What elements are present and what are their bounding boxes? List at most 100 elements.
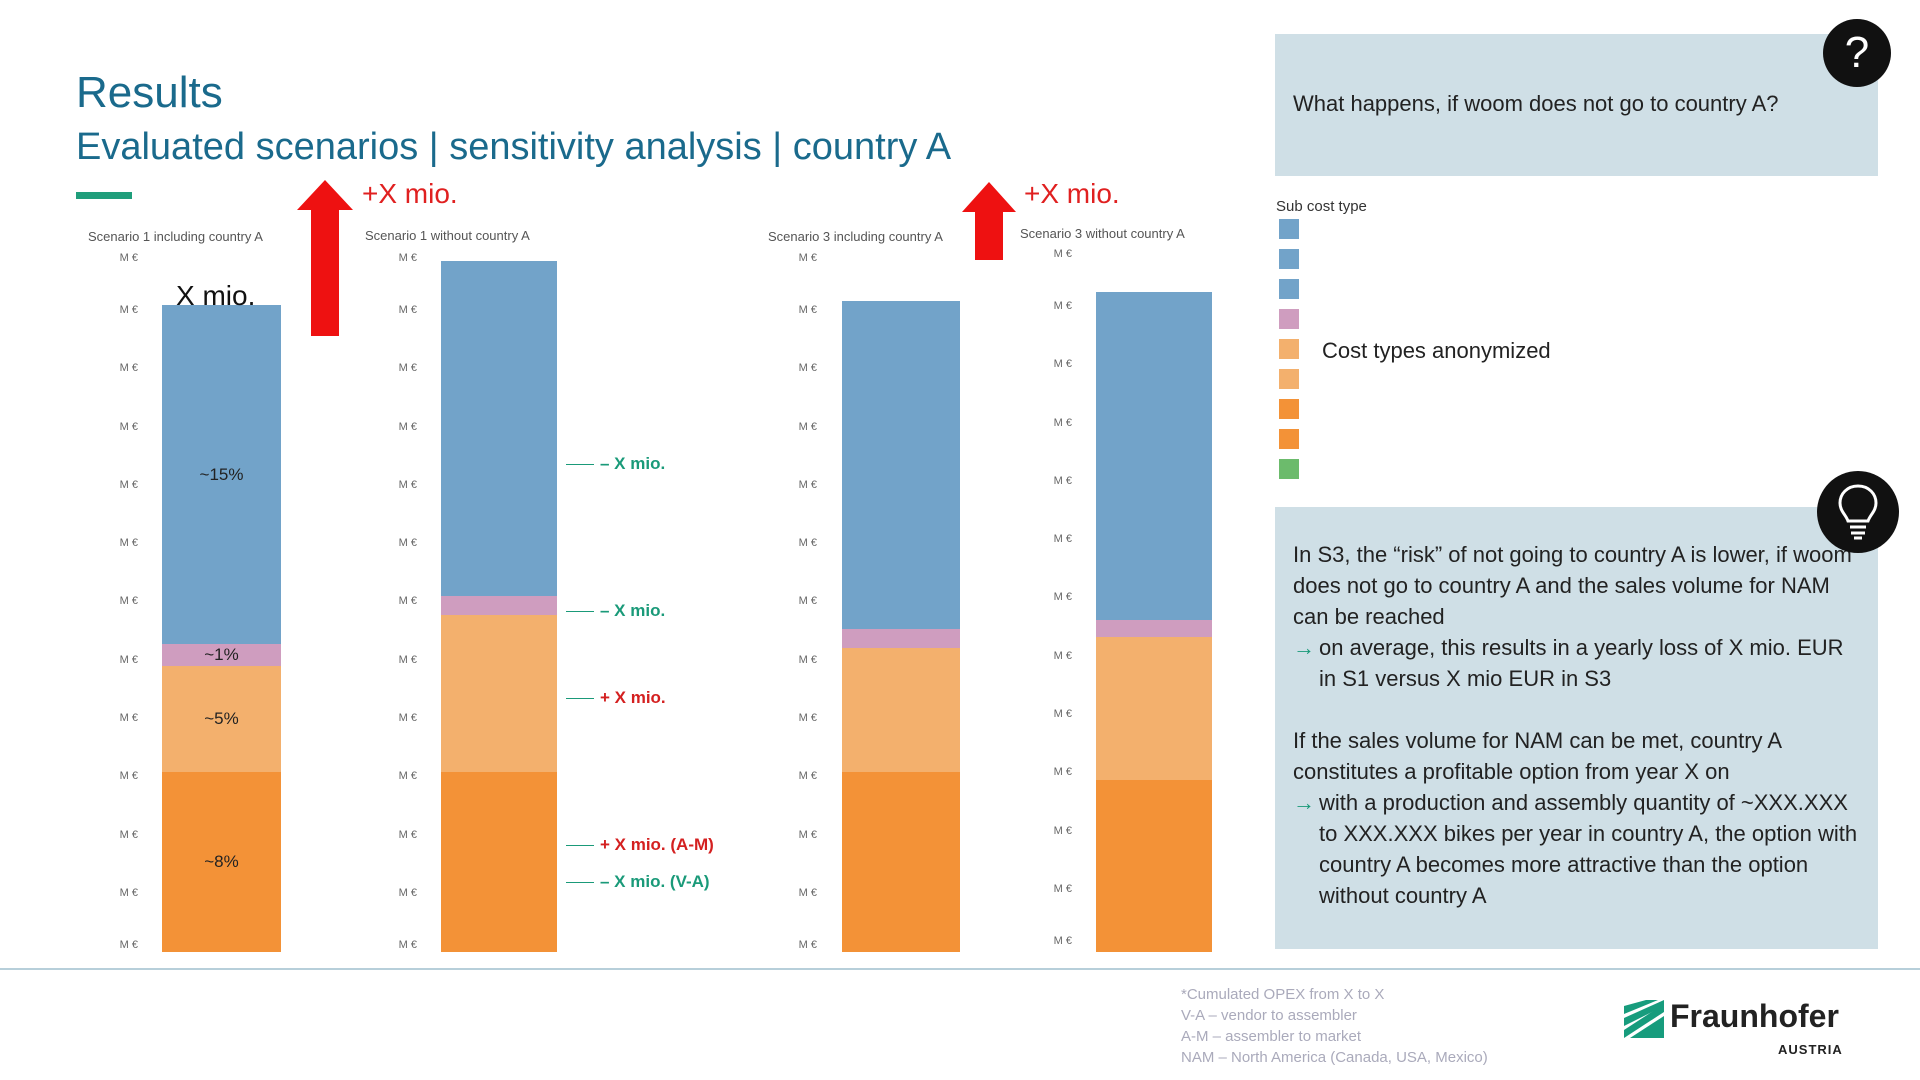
y-tick-label: M €: [398, 829, 417, 841]
y-tick-label: M €: [1053, 883, 1072, 895]
bar-segment: [1096, 292, 1212, 620]
y-tick-label: M €: [119, 770, 138, 782]
footnote-nam: NAM – North America (Canada, USA, Mexico…: [1181, 1049, 1488, 1066]
y-tick-label: M €: [1053, 475, 1072, 487]
y-tick-label: M €: [1053, 708, 1072, 720]
bar-segment-label: ~8%: [204, 851, 239, 871]
y-tick-label: M €: [119, 421, 138, 433]
y-tick-label: M €: [1053, 533, 1072, 545]
insight-paragraph-1: In S3, the “risk” of not going to countr…: [1293, 542, 1852, 629]
y-tick-label: M €: [119, 939, 138, 951]
insight-text: In S3, the “risk” of not going to countr…: [1293, 539, 1865, 911]
page-title: Results: [76, 68, 223, 117]
logo-name: Fraunhofer: [1670, 998, 1839, 1034]
y-tick-label: M €: [119, 479, 138, 491]
legend-swatch: [1279, 279, 1299, 299]
y-tick-label: M €: [398, 479, 417, 491]
y-tick-label: M €: [119, 304, 138, 316]
bar-s1-without: [441, 261, 557, 952]
title-accent-line: [76, 192, 132, 199]
bar-segment-label: ~15%: [199, 464, 244, 484]
footer-divider: [0, 968, 1920, 970]
bar-segment-label: ~5%: [204, 708, 239, 728]
y-tick-label: M €: [798, 421, 817, 433]
bar-segment: [842, 628, 960, 649]
y-tick-label: M €: [1053, 300, 1072, 312]
annotation-am-diff: + X mio. (A-M): [566, 835, 714, 855]
bar-segment: [842, 771, 960, 952]
chart-title-s3-without: Scenario 3 without country A: [1020, 226, 1185, 241]
y-tick-label: M €: [798, 362, 817, 374]
question-panel: What happens, if woom does not go to cou…: [1275, 34, 1878, 176]
arrow-right-icon: →: [1293, 635, 1315, 660]
bar-segment: [441, 615, 557, 772]
insight-paragraph-2: If the sales volume for NAM can be met, …: [1293, 728, 1781, 784]
y-tick-label: M €: [119, 252, 138, 264]
y-tick-label: M €: [798, 887, 817, 899]
bar-segment: [441, 771, 557, 952]
legend-label: Cost types anonymized: [1322, 338, 1551, 363]
insight-point-1: → on average, this results in a yearly l…: [1293, 632, 1865, 694]
annotation-light-orange-diff: + X mio.: [566, 688, 666, 708]
y-tick-label: M €: [398, 654, 417, 666]
y-tick-label: M €: [398, 421, 417, 433]
y-tick-label: M €: [798, 939, 817, 951]
increase-arrow-2-icon: [962, 182, 1016, 260]
annotation-pink-diff: – X mio.: [566, 601, 665, 621]
bar-segment: [1096, 637, 1212, 781]
chart-title-s3-including: Scenario 3 including country A: [768, 229, 943, 244]
y-tick-label: M €: [798, 654, 817, 666]
y-tick-label: M €: [798, 304, 817, 316]
bar-segment: [441, 595, 557, 616]
y-tick-label: M €: [1053, 248, 1072, 260]
bar-s3-including: [842, 300, 960, 952]
y-tick-label: M €: [119, 829, 138, 841]
chart-title-s1-including: Scenario 1 including country A: [88, 229, 263, 244]
insight-panel: In S3, the “risk” of not going to countr…: [1275, 507, 1878, 949]
increase-label-2: +X mio.: [1024, 178, 1120, 209]
bar-total-label: X mio.: [176, 280, 256, 311]
legend-swatch: [1279, 339, 1299, 359]
increase-arrow-1-icon: [297, 180, 353, 336]
question-text: What happens, if woom does not go to cou…: [1293, 91, 1779, 116]
y-tick-label: M €: [119, 595, 138, 607]
y-tick-label: M €: [1053, 591, 1072, 603]
bar-s1-including: ~8% ~5% ~1% ~15%: [162, 305, 281, 952]
y-tick-label: M €: [798, 252, 817, 264]
bar-segment-label: ~1%: [204, 644, 239, 664]
bar-segment: [162, 666, 281, 772]
y-tick-label: M €: [398, 595, 417, 607]
y-tick-label: M €: [1053, 766, 1072, 778]
y-tick-label: M €: [798, 770, 817, 782]
legend-swatch: [1279, 249, 1299, 269]
y-tick-label: M €: [398, 537, 417, 549]
y-tick-label: M €: [119, 712, 138, 724]
annotation-va-diff: – X mio. (V-A): [566, 872, 710, 892]
legend-swatch: [1279, 369, 1299, 389]
bar-segment: [842, 648, 960, 772]
y-tick-label: M €: [398, 362, 417, 374]
bar-segment: [1096, 780, 1212, 952]
bar-segment: [162, 305, 281, 644]
bar-s3-without: [1096, 292, 1212, 952]
lightbulb-icon: [1817, 471, 1899, 553]
y-tick-label: M €: [398, 304, 417, 316]
y-tick-label: M €: [398, 252, 417, 264]
y-tick-label: M €: [1053, 935, 1072, 947]
y-tick-label: M €: [798, 712, 817, 724]
fraunhofer-logo-mark-icon: [1624, 1000, 1664, 1038]
y-tick-label: M €: [398, 712, 417, 724]
bar-segment: [441, 261, 557, 596]
bar-segment: [162, 643, 281, 666]
increase-label-1: +X mio.: [362, 178, 458, 209]
y-tick-label: M €: [798, 479, 817, 491]
y-tick-label: M €: [398, 770, 417, 782]
y-tick-label: M €: [798, 595, 817, 607]
legend-swatch: [1279, 459, 1299, 479]
legend-title: Sub cost type: [1276, 198, 1367, 215]
arrow-right-icon: →: [1293, 790, 1315, 815]
legend-swatch: [1279, 429, 1299, 449]
bar-segment: [162, 771, 281, 952]
y-tick-label: M €: [119, 362, 138, 374]
question-mark-icon: ?: [1823, 19, 1891, 87]
